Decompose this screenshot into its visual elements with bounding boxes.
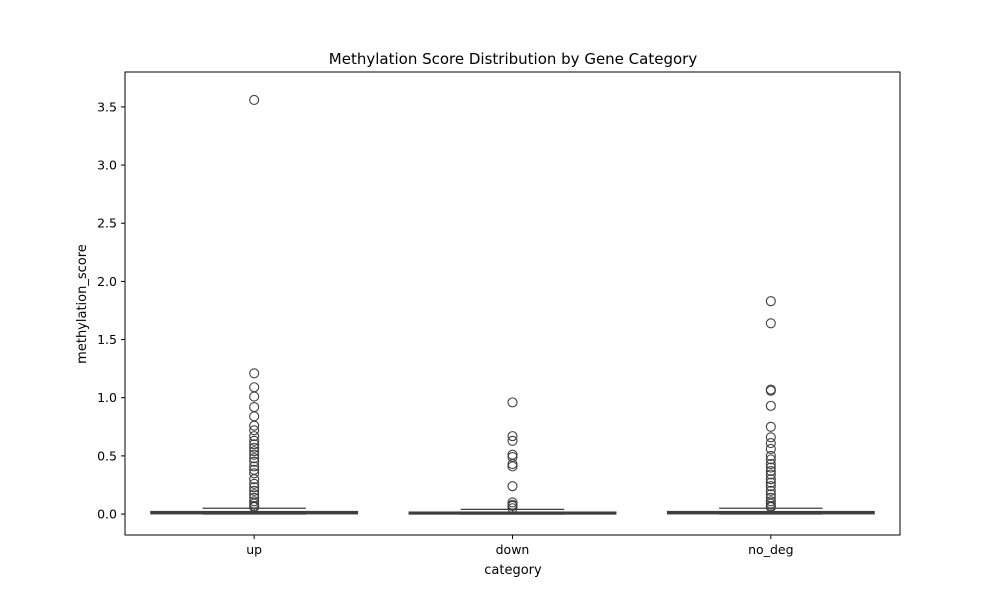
x-tick-label: down — [496, 542, 530, 557]
outlier-point — [765, 481, 776, 492]
outlier-point — [765, 438, 776, 449]
outlier-point — [249, 431, 260, 442]
x-axis-label: category — [484, 563, 542, 578]
outlier-point — [507, 431, 518, 442]
outlier-point — [249, 474, 260, 485]
outlier-point — [249, 411, 260, 422]
outlier-point — [765, 432, 776, 443]
plot-area: 0.0 0.5 1.0 1.5 2.0 2.5 3.0 3.5 up down no_deg — [97, 71, 901, 557]
outlier-point — [765, 485, 776, 496]
outlier-point — [765, 477, 776, 488]
outlier-point — [507, 503, 518, 514]
outlier-point — [249, 442, 260, 453]
outlier-point — [249, 478, 260, 489]
outlier-point — [765, 296, 776, 307]
outlier-point — [249, 439, 260, 450]
x-tick-label: up — [246, 542, 262, 557]
outlier-point — [765, 318, 776, 329]
outlier-point — [249, 485, 260, 496]
outlier-point — [507, 500, 518, 511]
y-tick-label: 0.5 — [97, 448, 117, 463]
outlier-point — [507, 397, 518, 408]
outlier-point — [249, 425, 260, 436]
outlier-point — [765, 454, 776, 465]
outlier-point — [765, 443, 776, 454]
outlier-point — [765, 458, 776, 470]
outlier-point — [765, 462, 776, 473]
outlier-point — [249, 446, 260, 457]
y-tick-label: 0.0 — [97, 507, 117, 522]
outlier-point — [249, 401, 260, 413]
y-tick-label: 3.5 — [97, 99, 117, 114]
chart-title: Methylation Score Distribution by Gene C… — [329, 50, 698, 68]
outlier-point — [249, 420, 260, 431]
outlier-point — [249, 94, 260, 105]
outlier-point — [765, 400, 776, 411]
y-axis-label: methylation_score — [75, 244, 90, 364]
outlier-point — [249, 496, 260, 507]
outlier-point — [507, 449, 518, 460]
plot-frame — [124, 71, 901, 536]
outlier-point — [249, 461, 260, 472]
outlier-point — [507, 435, 518, 446]
y-tick-label: 1.0 — [97, 390, 117, 405]
y-tick-label: 2.0 — [97, 274, 117, 289]
outlier-point — [507, 497, 518, 508]
outlier-point — [765, 385, 776, 396]
outlier-point — [249, 449, 260, 460]
outlier-point — [765, 502, 776, 513]
outlier-point — [765, 474, 776, 485]
outlier-point — [765, 421, 776, 432]
outlier-point — [249, 435, 260, 446]
outlier-point — [765, 450, 776, 461]
outlier-point — [249, 456, 260, 467]
outlier-point — [765, 465, 776, 477]
outlier-point — [249, 391, 260, 402]
y-tick-label: 3.0 — [97, 158, 117, 173]
outlier-point — [249, 453, 260, 464]
outlier-point — [249, 482, 260, 493]
outlier-point — [249, 382, 260, 393]
outlier-point — [507, 458, 518, 470]
outlier-point — [249, 498, 260, 509]
outlier-point — [507, 461, 518, 472]
outlier-point — [765, 469, 776, 480]
outlier-point — [507, 481, 518, 492]
outlier-point — [249, 468, 260, 479]
outlier-point — [765, 498, 776, 509]
y-tick-label: 1.5 — [97, 332, 117, 347]
outlier-point — [249, 502, 260, 513]
outlier-point — [249, 368, 260, 379]
y-tick-label: 2.5 — [97, 216, 117, 231]
x-tick-label: no_deg — [748, 542, 793, 557]
outlier-point — [765, 496, 776, 507]
